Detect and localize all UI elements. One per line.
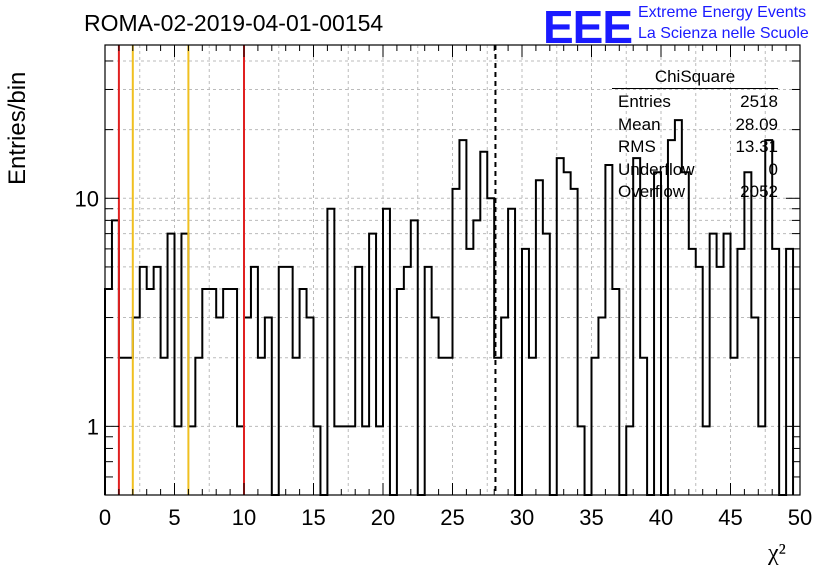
stats-row-overflow: Overflow 2052 bbox=[612, 181, 778, 204]
x-tick-label: 35 bbox=[579, 505, 603, 530]
x-axis-label: χ² bbox=[768, 540, 786, 566]
x-tick-label: 50 bbox=[788, 505, 812, 530]
stats-key: RMS bbox=[618, 137, 656, 156]
x-tick-label: 25 bbox=[440, 505, 464, 530]
stats-box: ChiSquare Entries 2518 Mean 28.09 RMS 13… bbox=[612, 66, 778, 204]
eee-logo: EEE bbox=[543, 1, 633, 53]
stats-key: Underflow bbox=[618, 159, 695, 179]
stats-row-rms: RMS 13.31 bbox=[612, 136, 778, 159]
stats-value: 0 bbox=[768, 159, 778, 179]
stats-row-entries: Entries 2518 bbox=[612, 91, 778, 114]
histogram-bins bbox=[104, 119, 795, 496]
x-tick-label: 10 bbox=[232, 505, 256, 530]
stats-value: 13.31 bbox=[735, 137, 778, 156]
x-tick-label: 30 bbox=[510, 505, 534, 530]
plot-title: ROMA-02-2019-04-01-00154 bbox=[84, 10, 384, 36]
x-tick-label: 15 bbox=[301, 505, 325, 530]
y-tick-label: 10 bbox=[75, 186, 99, 211]
stats-row-underflow: Underflow 0 bbox=[612, 159, 778, 182]
stats-value: 28.09 bbox=[735, 114, 778, 134]
y-axis-label: Entries/bin bbox=[4, 71, 31, 185]
x-tick-label: 0 bbox=[99, 505, 111, 530]
eee-logo-line2: La Scienza nelle Scuole bbox=[638, 25, 809, 42]
y-tick-label: 1 bbox=[87, 414, 99, 439]
x-tick-label: 20 bbox=[371, 505, 395, 530]
x-tick-label: 5 bbox=[168, 505, 180, 530]
x-tick-label: 40 bbox=[649, 505, 673, 530]
stats-title: ChiSquare bbox=[654, 67, 736, 86]
stats-key: Entries bbox=[618, 92, 671, 111]
eee-logo-line1: Extreme Energy Events bbox=[638, 4, 807, 21]
stats-key: Mean bbox=[618, 114, 661, 134]
x-tick-label: 45 bbox=[718, 505, 742, 530]
stats-divider bbox=[612, 88, 778, 89]
stats-row-mean: Mean 28.09 bbox=[612, 114, 778, 137]
stats-value: 2518 bbox=[740, 92, 778, 111]
stats-value: 2052 bbox=[740, 182, 778, 201]
stats-key: Overflow bbox=[618, 182, 686, 201]
